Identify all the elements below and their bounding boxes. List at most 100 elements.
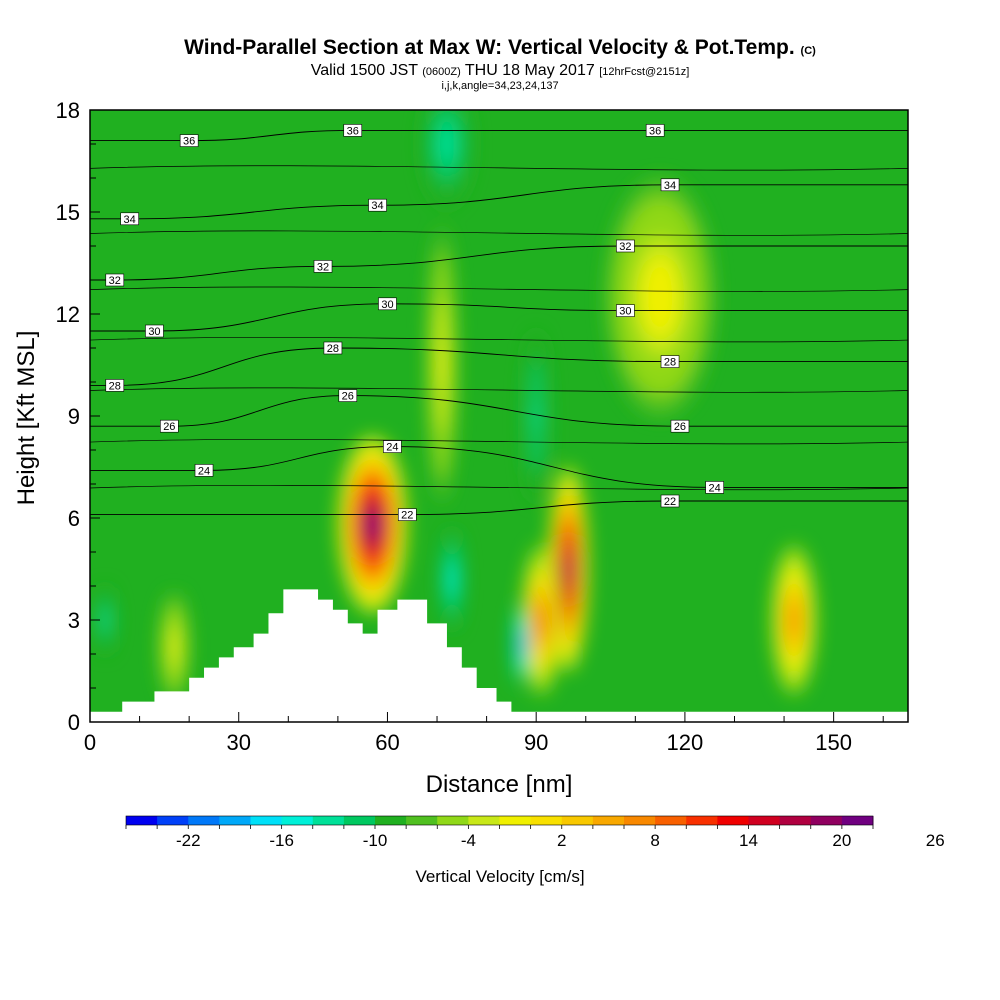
isentrope-label-box xyxy=(660,355,680,368)
plot-area: 36 36 36 34 34 34 32 32 32 30 30 30 28 28 28 26 26 26 24 24… xyxy=(90,110,908,722)
terrain-mask xyxy=(90,589,908,722)
isentrope-label: 28 xyxy=(105,379,125,392)
colorbar-swatch xyxy=(748,816,781,825)
isentrope-label-box xyxy=(670,419,690,433)
isentrope-label-box xyxy=(323,341,343,355)
isentrope-label: 30 xyxy=(145,324,164,338)
velocity-cell xyxy=(565,552,572,586)
isentrope-line xyxy=(90,286,908,292)
isentrope-line xyxy=(90,165,908,171)
isentrope-label-text: 22 xyxy=(664,496,676,508)
isentrope-label-box xyxy=(378,297,397,311)
x-tick-label: 0 xyxy=(84,730,96,755)
isentrope-label-box xyxy=(160,419,179,433)
isentrope-label-text: 24 xyxy=(709,482,721,494)
colorbar-swatch xyxy=(406,816,438,825)
isentrope-label: 34 xyxy=(368,198,387,212)
isentrope-label-text: 26 xyxy=(674,421,686,433)
isentrope-label-text: 30 xyxy=(619,306,631,318)
x-tick-label: 120 xyxy=(667,730,704,755)
colorbar-swatch xyxy=(375,816,407,825)
colorbar-swatch xyxy=(717,816,749,825)
colorbar-swatch xyxy=(592,816,625,825)
colorbar-swatch xyxy=(655,816,687,825)
isentrope-label: 24 xyxy=(705,481,724,494)
isentrope-label-box xyxy=(616,304,635,317)
colorbar-swatch xyxy=(157,816,189,825)
chart-title-block: Wind-Parallel Section at Max W: Vertical… xyxy=(0,36,1000,92)
isentrope-label-box xyxy=(105,273,125,287)
isentrope-label-text: 34 xyxy=(124,214,136,226)
isentrope-label-text: 28 xyxy=(109,380,121,392)
colorbar-tick-label: -22 xyxy=(176,831,201,850)
isentrope-line xyxy=(90,446,908,488)
colorbar-swatch xyxy=(281,816,314,825)
isentrope-label-box xyxy=(313,260,333,273)
velocity-cell xyxy=(171,638,177,657)
isentrope-label: 34 xyxy=(120,212,139,226)
isentrope-label-text: 26 xyxy=(342,391,354,403)
isentrope-label-box xyxy=(660,494,680,508)
isentrope-label: 28 xyxy=(660,355,680,369)
grid-indices: i,j,k,angle=34,23,24,137 xyxy=(441,80,559,92)
y-axis: 0 3 6 9 12 15 18 xyxy=(56,98,100,735)
colorbar-tick-label: 2 xyxy=(557,831,566,850)
colorbar-tick-label: 20 xyxy=(832,831,851,850)
isentrope-label-text: 34 xyxy=(371,200,383,212)
colorbar-swatch xyxy=(219,816,251,825)
isentrope-label-box xyxy=(120,212,139,226)
velocity-cell xyxy=(534,401,539,431)
colorbar-swatch xyxy=(499,816,532,825)
velocity-cell xyxy=(537,607,545,633)
isentrope-label-text: 32 xyxy=(317,261,329,273)
isentrope-line xyxy=(90,500,908,516)
y-tick-label: 0 xyxy=(68,710,80,735)
x-axis: 0 30 60 90 120 150 xyxy=(84,712,884,755)
y-tick-label: 3 xyxy=(68,608,80,633)
isentrope-label: 34 xyxy=(660,178,680,192)
isentrope-line xyxy=(90,230,908,236)
valid-date: THU 18 May 2017 xyxy=(464,62,595,79)
x-axis-label: Distance [nm] xyxy=(426,771,573,798)
isentrope-label: 26 xyxy=(670,419,690,433)
isentrope-label-text: 24 xyxy=(198,465,210,477)
colorbar-swatch xyxy=(841,816,874,825)
isentrope-label: 24 xyxy=(194,464,214,477)
isentrope-label-text: 32 xyxy=(109,275,121,287)
x-tick-label: 150 xyxy=(815,730,852,755)
isentrope-label-box xyxy=(145,324,164,338)
colorbar-swatch xyxy=(530,816,563,825)
isentrope-label-text: 26 xyxy=(163,421,175,433)
isentrope-labels: 36 36 36 34 34 34 32 32 32 30 30 30 28 28 28 26 26 26 24 24… xyxy=(105,124,724,522)
isentrope-label: 26 xyxy=(338,389,358,403)
isentrope-label-text: 36 xyxy=(347,125,359,137)
utc-time: (0600Z) xyxy=(422,66,461,78)
colorbar-swatch xyxy=(343,816,376,825)
velocity-cell xyxy=(103,614,107,626)
isentrope-line xyxy=(90,484,908,491)
chart-title-main: Wind-Parallel Section at Max W: Vertical… xyxy=(184,36,795,59)
colorbar-tick-label: 8 xyxy=(650,831,659,850)
isentrope-line xyxy=(90,337,908,343)
isentrope-label-box xyxy=(397,508,417,521)
isentrope-label: 36 xyxy=(645,124,665,137)
isentrope-label: 36 xyxy=(179,134,199,148)
valid-time: Valid 1500 JST xyxy=(310,62,418,79)
isentrope-label: 24 xyxy=(383,440,402,454)
y-axis-label: Height [Kft MSL] xyxy=(13,331,40,506)
isentrope-label-text: 32 xyxy=(619,241,631,253)
colorbar-swatch xyxy=(810,816,843,825)
isentrope-line xyxy=(90,439,908,445)
colorbar-swatch xyxy=(126,816,158,825)
isentrope-label: 32 xyxy=(105,273,125,287)
colorbar-swatch xyxy=(312,816,345,825)
colorbar-swatch xyxy=(468,816,500,825)
isentrope-label-text: 34 xyxy=(664,180,676,192)
velocity-cell xyxy=(651,277,670,317)
velocity-cell xyxy=(450,570,454,588)
isentrope-label: 22 xyxy=(397,508,417,522)
colorbar-swatch xyxy=(437,816,469,825)
velocity-cell xyxy=(439,342,445,388)
forecast-info: [12hrFcst@2151z] xyxy=(599,66,690,78)
